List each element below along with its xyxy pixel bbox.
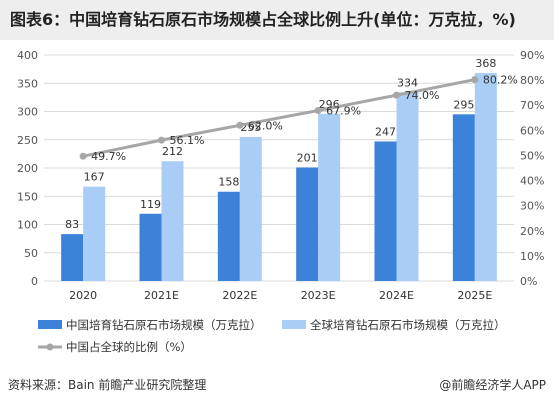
ratio-point xyxy=(314,106,322,114)
ratio-label: 62.0% xyxy=(248,119,283,132)
category-label: 2023E xyxy=(301,289,336,302)
right-tick-label: 60% xyxy=(520,124,544,137)
bar-china xyxy=(296,167,319,281)
right-tick-label: 10% xyxy=(520,250,544,263)
right-tick-label: 20% xyxy=(520,225,544,238)
ratio-point xyxy=(79,152,87,160)
chart-area: 0 50 100 150 200 250 300 350 400 0% 10% 20% 30% 40% 5… xyxy=(17,49,544,354)
left-tick-label: 200 xyxy=(17,162,38,175)
right-tick-label: 90% xyxy=(520,49,544,62)
bar-china xyxy=(452,114,475,281)
bar-value-label: 119 xyxy=(140,198,161,211)
legend-label: 全球培育钻石原石市场规模（万克拉） xyxy=(310,318,506,332)
left-tick-label: 150 xyxy=(17,190,38,203)
bar-value-label: 247 xyxy=(375,125,396,138)
left-tick-label: 50 xyxy=(24,247,38,260)
left-tick-label: 0 xyxy=(31,275,38,288)
right-tick-label: 70% xyxy=(520,99,544,112)
bar-value-label: 368 xyxy=(475,57,496,70)
category-label: 2022E xyxy=(222,289,257,302)
bar-global xyxy=(83,186,106,281)
left-tick-label: 350 xyxy=(17,77,38,90)
left-tick-label: 250 xyxy=(17,134,38,147)
bar-global xyxy=(474,73,497,281)
bar-china xyxy=(217,191,240,281)
gridlines xyxy=(44,54,514,282)
right-axis-ticks: 0% 10% 20% 30% 40% 50% 60% 70% 80% 90% xyxy=(520,49,544,288)
right-tick-label: 0% xyxy=(520,275,537,288)
bar-value-label: 212 xyxy=(162,145,183,158)
bar-china xyxy=(61,234,84,281)
legend-swatch xyxy=(38,320,62,329)
legend-label: 中国培育钻石原石市场规模（万克拉） xyxy=(66,318,262,332)
legend: 中国培育钻石原石市场规模（万克拉） 全球培育钻石原石市场规模（万克拉） 中国占全球的… xyxy=(38,318,506,354)
left-tick-label: 100 xyxy=(17,219,38,232)
ratio-point xyxy=(236,121,244,129)
ratio-label: 67.9% xyxy=(326,104,361,117)
ratio-label: 49.7% xyxy=(91,150,126,163)
legend-label: 中国占全球的比例（%） xyxy=(66,340,192,354)
ratio-line: 49.7% 56.1% 62.0% 67.9% 74.0% 80.2% xyxy=(79,74,518,163)
bar-china xyxy=(139,213,162,281)
ratio-line-path xyxy=(82,78,476,158)
right-tick-label: 80% xyxy=(520,74,544,87)
legend-line-marker xyxy=(46,343,54,351)
category-label: 2021E xyxy=(144,289,179,302)
legend-swatch xyxy=(282,320,306,329)
left-tick-label: 400 xyxy=(17,49,38,62)
category-label: 2024E xyxy=(379,289,414,302)
ratio-point xyxy=(471,76,479,84)
bar-global xyxy=(396,92,419,281)
category-label: 2025E xyxy=(457,289,492,302)
left-axis-ticks: 0 50 100 150 200 250 300 350 400 xyxy=(17,49,38,288)
footer: 资料来源：Bain 前瞻产业研究院整理 @前瞻经济学人APP xyxy=(0,368,554,404)
category-labels: 2020 2021E 2022E 2023E 2024E 2025E xyxy=(69,289,492,302)
bar-value-label: 167 xyxy=(84,171,105,184)
ratio-label: 74.0% xyxy=(405,89,440,102)
bar-global xyxy=(239,136,262,281)
ratio-point xyxy=(393,91,400,99)
left-tick-label: 300 xyxy=(17,106,38,119)
source-note: 资料来源：Bain 前瞻产业研究院整理 xyxy=(8,378,207,392)
bar-global xyxy=(161,161,184,281)
bar-value-label: 158 xyxy=(218,176,239,189)
bar-value-label: 295 xyxy=(453,98,474,111)
bar-value-label: 83 xyxy=(65,218,79,231)
right-tick-label: 30% xyxy=(520,200,544,213)
brand-credit: @前瞻经济学人APP xyxy=(439,378,546,392)
right-tick-label: 40% xyxy=(520,175,544,188)
bar-global xyxy=(318,113,341,281)
bar-value-label: 201 xyxy=(297,151,318,164)
category-label: 2020 xyxy=(69,289,97,302)
chart-title: 图表6：中国培育钻石原石市场规模占全球比例上升(单位：万克拉，%) xyxy=(0,0,554,40)
right-tick-label: 50% xyxy=(520,149,544,162)
ratio-label: 56.1% xyxy=(170,134,205,147)
ratio-point xyxy=(158,136,165,144)
bar-china xyxy=(374,141,397,281)
ratio-label: 80.2% xyxy=(483,74,518,87)
bar-value-label: 334 xyxy=(397,76,418,89)
